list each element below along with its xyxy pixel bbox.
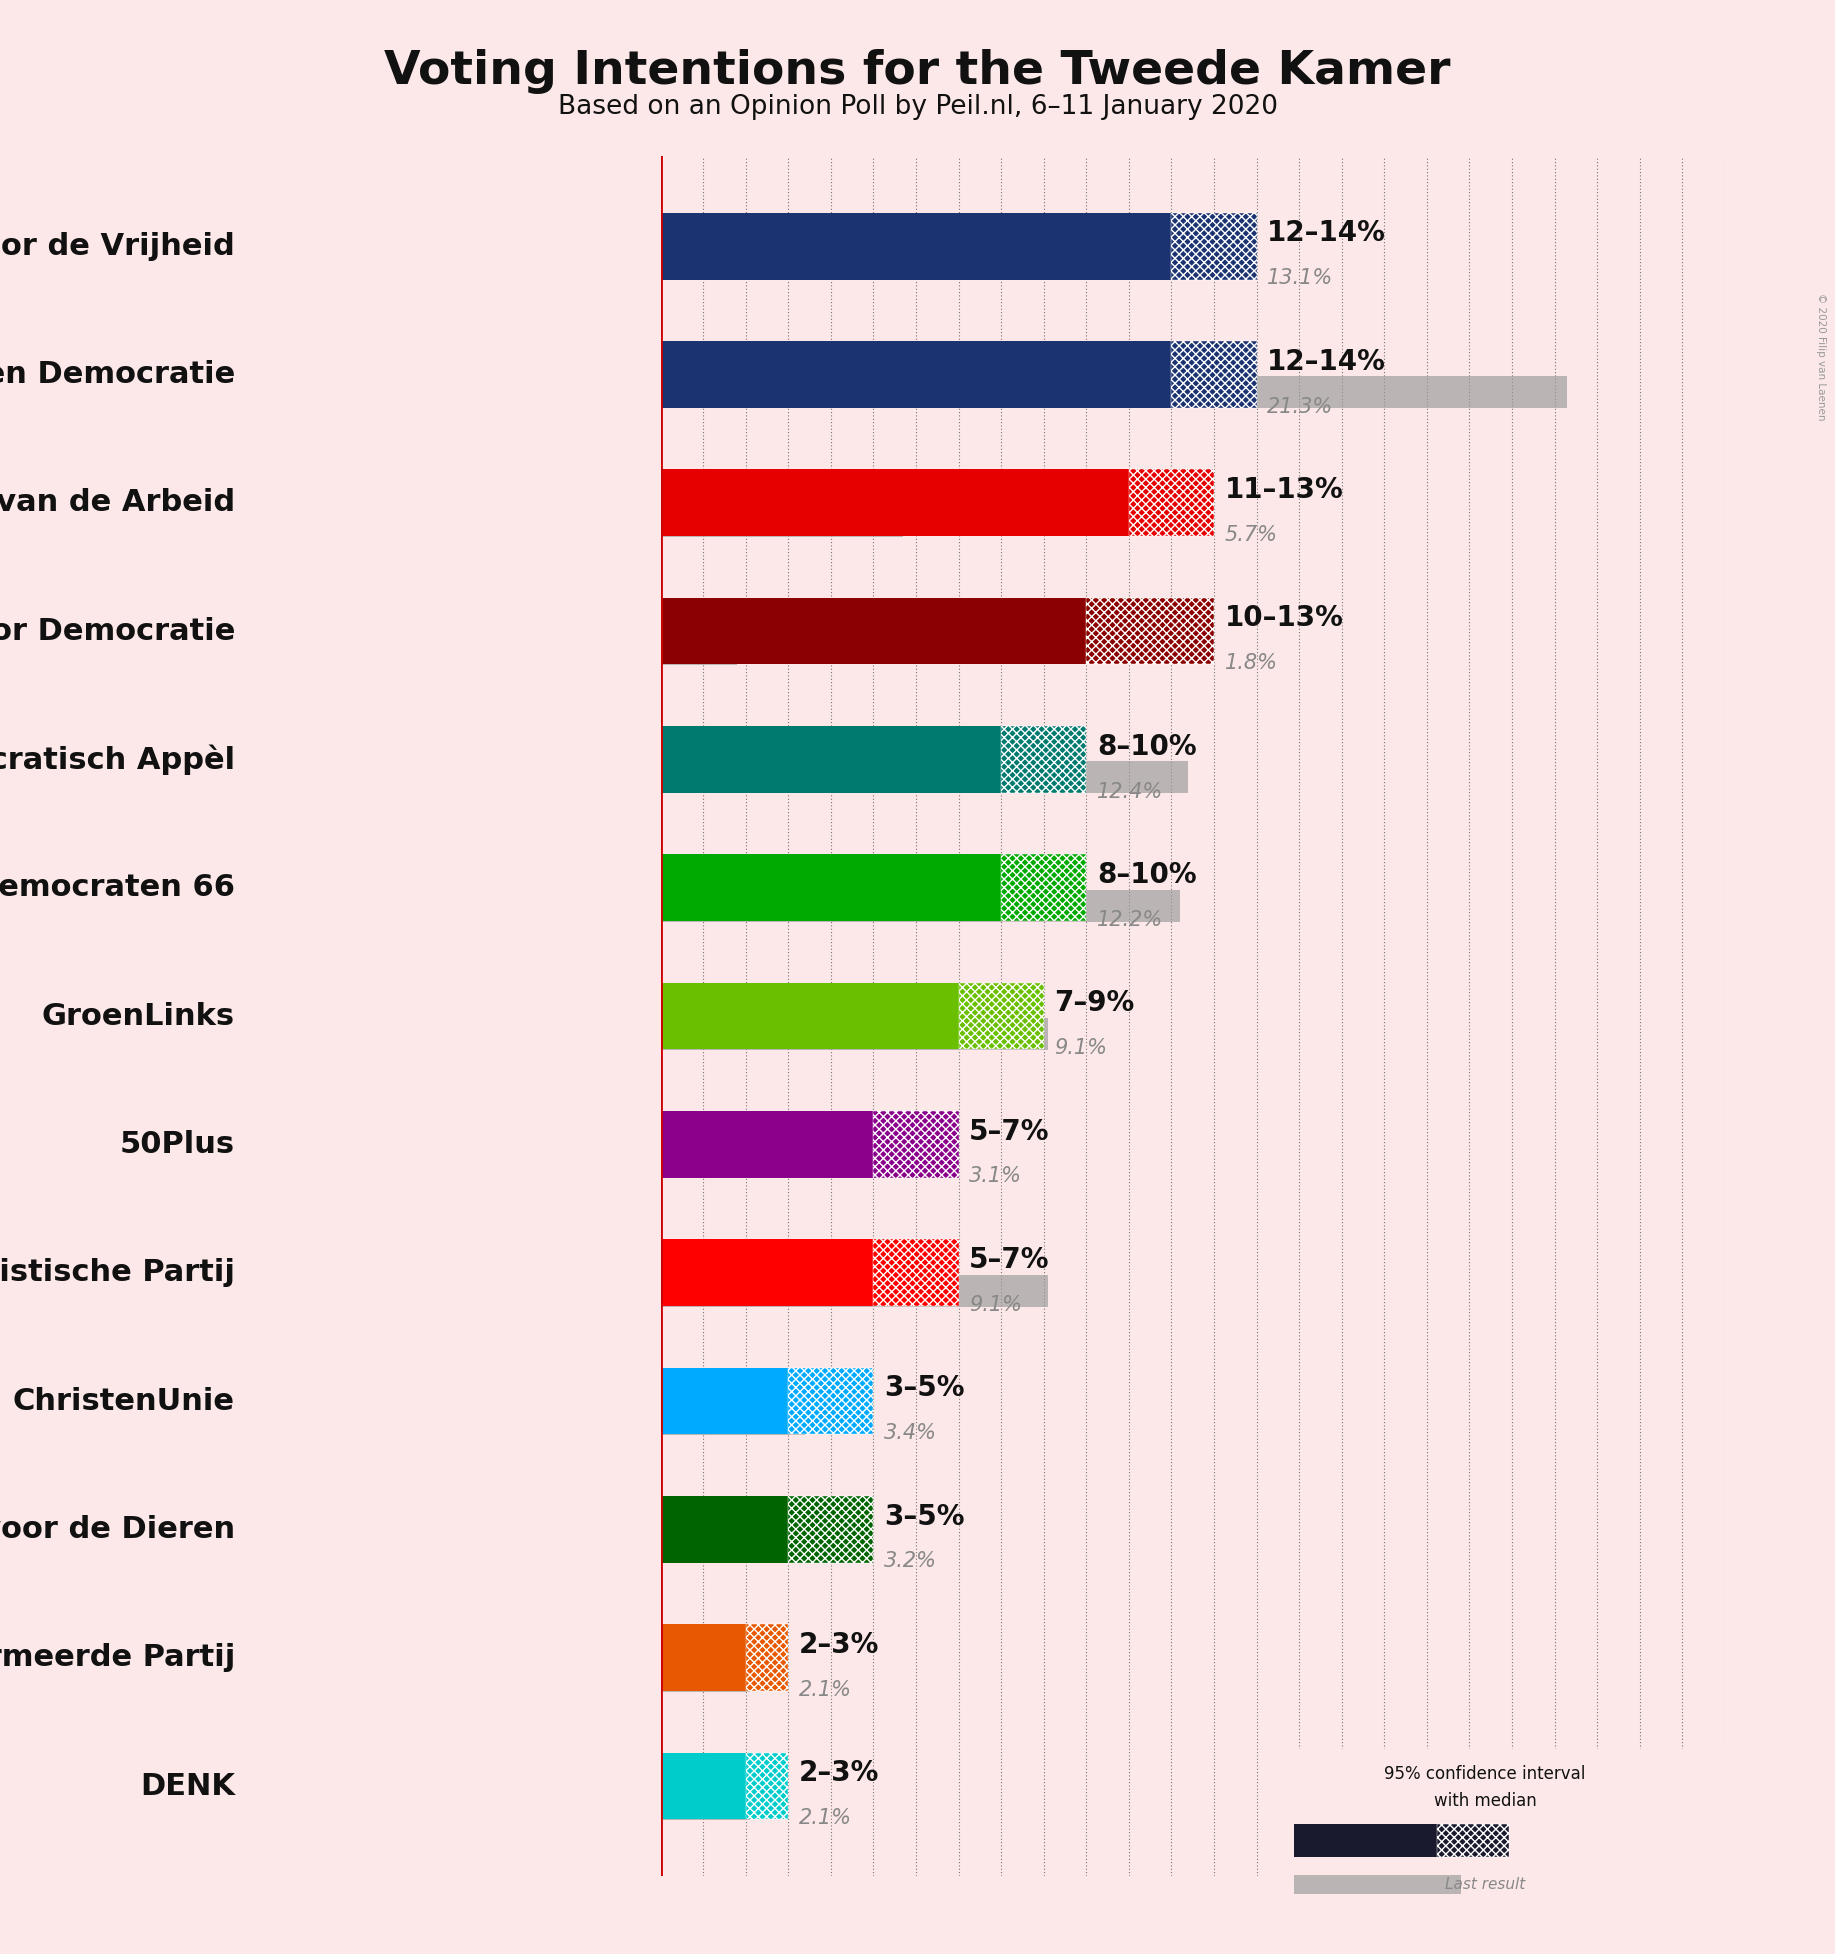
Bar: [1129, 469, 1215, 535]
Bar: [1294, 1874, 1461, 1893]
Bar: [661, 1368, 789, 1434]
Text: 3.1%: 3.1%: [969, 1167, 1022, 1186]
Text: Partij voor de Dieren: Partij voor de Dieren: [0, 1514, 235, 1544]
Text: Partij voor de Vrijheid: Partij voor de Vrijheid: [0, 233, 235, 260]
Bar: [661, 342, 1171, 408]
Bar: [661, 377, 1567, 408]
Text: GroenLinks: GroenLinks: [42, 1002, 235, 1030]
Bar: [1002, 727, 1086, 793]
Text: 5–7%: 5–7%: [969, 1247, 1050, 1274]
Text: 7–9%: 7–9%: [1055, 989, 1134, 1018]
Text: Christen-Democratisch Appèl: Christen-Democratisch Appèl: [0, 744, 235, 774]
Text: with median: with median: [1433, 1792, 1536, 1811]
Bar: [1086, 598, 1215, 664]
Bar: [873, 1112, 958, 1178]
Text: © 2020 Filip van Laenen: © 2020 Filip van Laenen: [1817, 293, 1826, 420]
Text: 5–7%: 5–7%: [969, 1118, 1050, 1145]
Bar: [1171, 342, 1257, 408]
Bar: [661, 1753, 745, 1819]
Text: DENK: DENK: [139, 1772, 235, 1800]
Text: 9.1%: 9.1%: [1055, 1038, 1107, 1059]
Bar: [958, 983, 1044, 1049]
Bar: [661, 469, 1129, 535]
Bar: [661, 1274, 1048, 1307]
Text: Staatkundig Gereformeerde Partij: Staatkundig Gereformeerde Partij: [0, 1643, 235, 1673]
Text: 13.1%: 13.1%: [1268, 268, 1334, 289]
Bar: [661, 1239, 873, 1305]
Text: 2.1%: 2.1%: [798, 1807, 851, 1829]
Text: 12.4%: 12.4%: [1097, 782, 1163, 801]
Text: 3.2%: 3.2%: [884, 1551, 938, 1571]
Bar: [745, 1624, 789, 1690]
Bar: [1437, 1823, 1508, 1856]
Text: ChristenUnie: ChristenUnie: [13, 1387, 235, 1415]
Text: 1.8%: 1.8%: [1224, 653, 1277, 674]
Bar: [661, 213, 1171, 279]
Bar: [1171, 213, 1257, 279]
Text: Forum voor Democratie: Forum voor Democratie: [0, 617, 235, 645]
Text: 21.3%: 21.3%: [1268, 397, 1334, 416]
Text: 2.1%: 2.1%: [798, 1680, 851, 1700]
Bar: [661, 1403, 806, 1434]
Text: 2–3%: 2–3%: [798, 1632, 879, 1659]
Bar: [873, 1239, 958, 1305]
Bar: [661, 1497, 789, 1563]
Text: 5.7%: 5.7%: [1224, 526, 1277, 545]
Bar: [661, 1018, 1048, 1049]
Text: 50Plus: 50Plus: [119, 1129, 235, 1159]
Text: 8–10%: 8–10%: [1097, 862, 1196, 889]
Bar: [789, 1497, 873, 1563]
Text: Based on an Opinion Poll by Peil.nl, 6–11 January 2020: Based on an Opinion Poll by Peil.nl, 6–1…: [558, 94, 1277, 119]
Bar: [661, 854, 1002, 920]
Bar: [661, 1659, 751, 1692]
Text: 3–5%: 3–5%: [884, 1374, 965, 1403]
Text: Voting Intentions for the Tweede Kamer: Voting Intentions for the Tweede Kamer: [384, 49, 1451, 94]
Bar: [661, 727, 1002, 793]
Text: 8–10%: 8–10%: [1097, 733, 1196, 760]
Text: 9.1%: 9.1%: [969, 1296, 1022, 1315]
Bar: [1002, 854, 1086, 920]
Bar: [661, 762, 1189, 793]
Text: Volkspartij voor Vrijheid en Democratie: Volkspartij voor Vrijheid en Democratie: [0, 360, 235, 389]
Text: Partij van de Arbeid: Partij van de Arbeid: [0, 488, 235, 518]
Text: 95% confidence interval: 95% confidence interval: [1384, 1764, 1585, 1782]
Text: Socialistische Partij: Socialistische Partij: [0, 1258, 235, 1288]
Bar: [661, 889, 1180, 922]
Bar: [745, 1753, 789, 1819]
Bar: [661, 633, 738, 664]
Bar: [661, 248, 1218, 279]
Text: Democraten 66: Democraten 66: [0, 873, 235, 903]
Bar: [661, 598, 1086, 664]
Text: 12–14%: 12–14%: [1268, 348, 1385, 375]
Bar: [661, 1624, 745, 1690]
Bar: [1294, 1823, 1437, 1856]
Bar: [661, 1532, 796, 1563]
Text: 3.4%: 3.4%: [884, 1423, 938, 1444]
Bar: [661, 983, 958, 1049]
Text: 12.2%: 12.2%: [1097, 911, 1163, 930]
Bar: [661, 1112, 873, 1178]
Text: 3–5%: 3–5%: [884, 1503, 965, 1530]
Text: 11–13%: 11–13%: [1224, 477, 1343, 504]
Text: 2–3%: 2–3%: [798, 1759, 879, 1788]
Text: Last result: Last result: [1444, 1878, 1525, 1891]
Bar: [661, 1147, 793, 1178]
Bar: [661, 504, 903, 537]
Bar: [789, 1368, 873, 1434]
Bar: [661, 1788, 751, 1819]
Text: 12–14%: 12–14%: [1268, 219, 1385, 248]
Text: 10–13%: 10–13%: [1224, 604, 1343, 633]
